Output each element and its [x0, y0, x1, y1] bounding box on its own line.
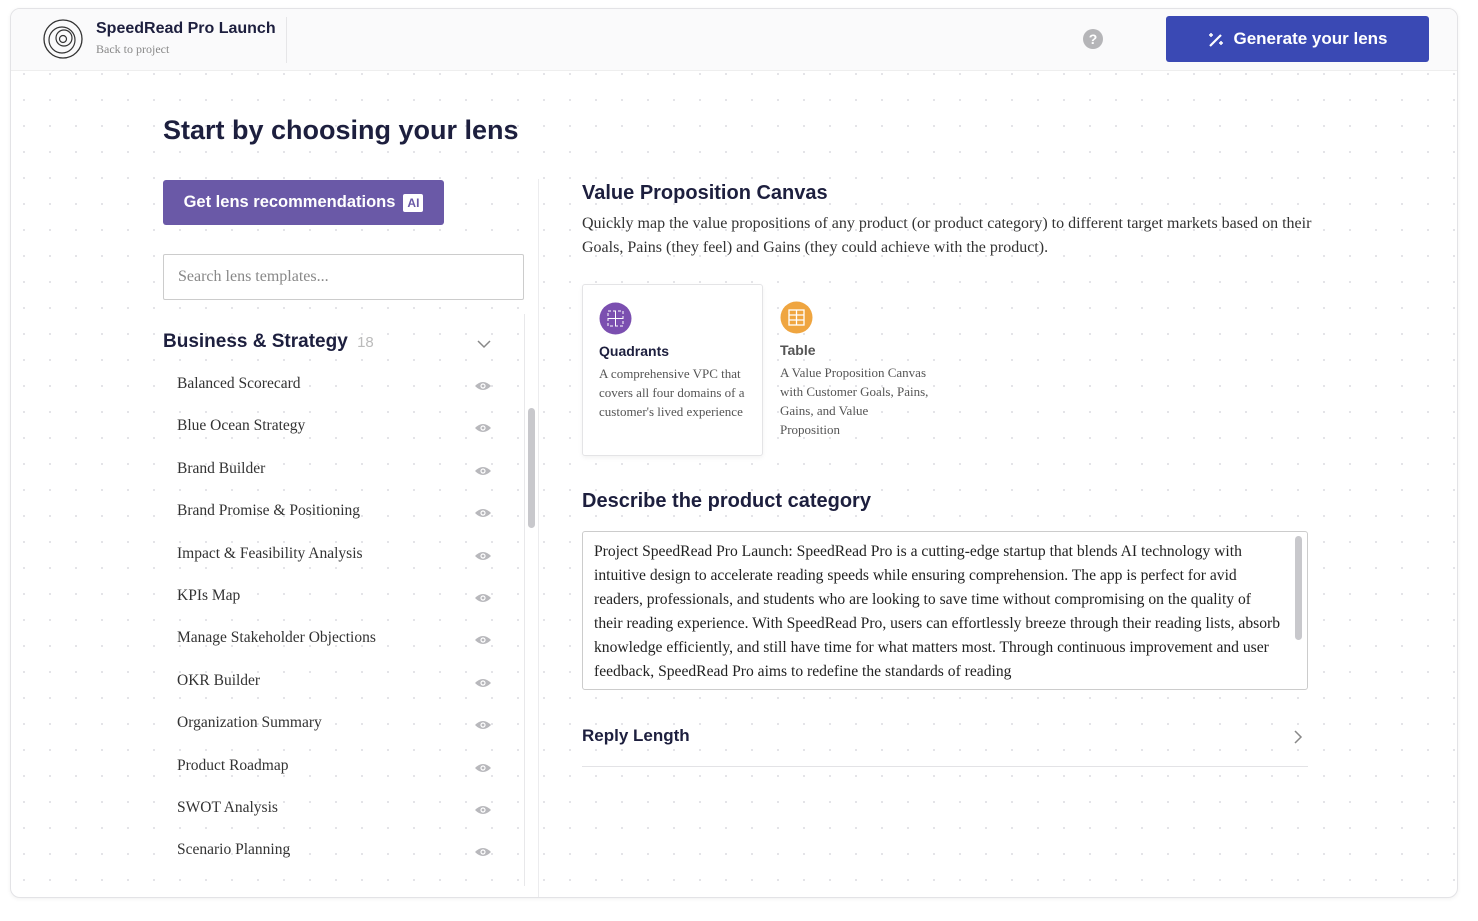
- reply-length-row[interactable]: Reply Length: [582, 726, 1308, 767]
- lens-item[interactable]: Product Roadmap: [177, 756, 289, 774]
- search-input[interactable]: Search lens templates...: [163, 254, 524, 300]
- generate-button[interactable]: Generate your lens: [1166, 16, 1429, 62]
- expand-chevron: [1294, 730, 1303, 744]
- project-title: SpeedRead Pro Launch: [96, 20, 276, 37]
- app-frame: SpeedRead Pro Launch Back to project ? G…: [10, 8, 1458, 898]
- preview-icon[interactable]: [474, 507, 492, 519]
- preview-icon[interactable]: [474, 592, 492, 604]
- lens-item[interactable]: OKR Builder: [177, 671, 261, 689]
- preview-icon[interactable]: [474, 422, 492, 434]
- lens-item[interactable]: Scenario Planning: [177, 841, 291, 859]
- preview-icon[interactable]: [474, 550, 492, 562]
- lens-item[interactable]: Impact & Feasibility Analysis: [177, 544, 363, 562]
- collapse-chevron[interactable]: [476, 338, 492, 350]
- preview-icon[interactable]: [474, 719, 492, 731]
- lens-item[interactable]: SWOT Analysis: [177, 799, 278, 816]
- page-heading: Start by choosing your lens: [163, 115, 519, 145]
- option-name: Table: [780, 342, 816, 358]
- lens-description: Quickly map the value propositions of an…: [582, 215, 1312, 256]
- preview-icon[interactable]: [474, 677, 492, 689]
- lens-item[interactable]: Manage Stakeholder Objections: [177, 629, 376, 647]
- describe-textarea[interactable]: Project SpeedRead Pro Launch: SpeedRead …: [582, 531, 1308, 690]
- column-divider: [538, 179, 539, 897]
- describe-heading: Describe the product category: [582, 490, 871, 512]
- textarea-scrollbar: [1295, 536, 1302, 640]
- logo: [43, 19, 83, 59]
- reply-length-label: Reply Length: [582, 726, 690, 745]
- header: SpeedRead Pro Launch Back to project ? G…: [11, 9, 1457, 71]
- lens-item[interactable]: Balanced Scorecard: [177, 375, 301, 392]
- preview-icon[interactable]: [474, 465, 492, 477]
- quadrants-icon: [599, 302, 632, 335]
- preview-icon[interactable]: [474, 634, 492, 646]
- svg-text:?: ?: [1089, 31, 1098, 47]
- lens-title: Value Proposition Canvas: [582, 182, 828, 204]
- preview-icon[interactable]: [474, 380, 492, 392]
- option-description: A Value Proposition Canvas with Customer…: [780, 365, 929, 437]
- recommend-button[interactable]: Get lens recommendations AI: [163, 180, 444, 225]
- category-name: Business & Strategy: [163, 331, 348, 352]
- preview-icon[interactable]: [474, 804, 492, 816]
- lens-item[interactable]: KPIs Map: [177, 587, 241, 604]
- ai-badge: AI: [403, 193, 424, 212]
- preview-icon[interactable]: [474, 762, 492, 774]
- lens-item[interactable]: Organization Summary: [177, 714, 322, 732]
- lens-item[interactable]: Brand Builder: [177, 459, 266, 477]
- option-card[interactable]: Table A Value Proposition Canvas with Cu…: [764, 284, 945, 456]
- scroll-thumb[interactable]: [528, 408, 535, 528]
- category-count: 18: [357, 334, 374, 351]
- back-link[interactable]: Back to project: [96, 42, 170, 56]
- divider: [286, 17, 287, 63]
- describe-text: Project SpeedRead Pro Launch: SpeedRead …: [594, 543, 1280, 680]
- generate-label: Generate your lens: [1233, 29, 1388, 48]
- lens-item[interactable]: Brand Promise & Positioning: [177, 502, 360, 520]
- option-description: A comprehensive VPC that covers all four…: [599, 366, 745, 419]
- recommend-label: Get lens recommendations: [183, 193, 396, 211]
- table-icon: [780, 301, 813, 334]
- option-card[interactable]: Quadrants A comprehensive VPC that cover…: [582, 284, 763, 456]
- option-name: Quadrants: [599, 343, 670, 359]
- wand-icon: [1209, 33, 1224, 47]
- category-header[interactable]: Business & Strategy 18: [163, 331, 374, 353]
- scroll-track: [524, 314, 525, 886]
- lens-item[interactable]: Blue Ocean Strategy: [177, 417, 306, 435]
- help-icon[interactable]: ?: [1083, 29, 1103, 49]
- preview-icon[interactable]: [474, 846, 492, 858]
